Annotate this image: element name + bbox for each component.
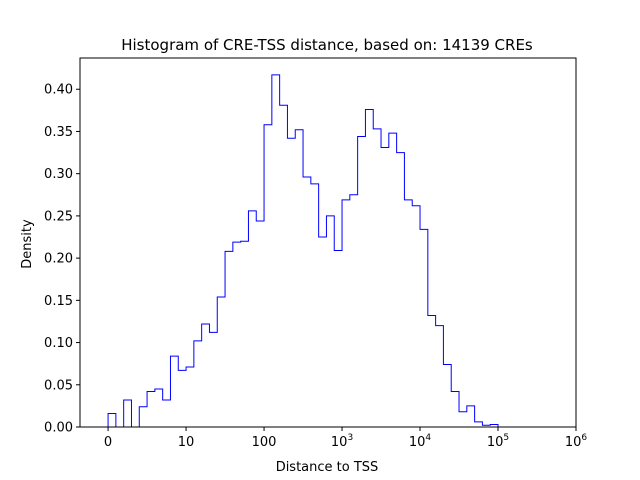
x-axis-ticks: 0 10 100 103 104 105 106 (104, 427, 587, 450)
histogram-bin (451, 392, 459, 427)
x-tick-label: 100 (252, 435, 277, 450)
y-tick-label: 0.20 (44, 252, 73, 267)
y-tick-label: 0.15 (44, 294, 73, 309)
x-axis-label: Distance to TSS (276, 460, 379, 475)
histogram-bin (397, 153, 405, 427)
histogram-bin (404, 200, 412, 427)
histogram-bin (186, 367, 194, 427)
histogram-bin (209, 332, 217, 427)
histogram-bin (233, 242, 241, 427)
y-tick-label: 0.35 (44, 125, 73, 140)
y-axis-ticks: 0.00 0.05 0.10 0.15 0.20 0.25 0.30 0.35 0.40 (44, 83, 80, 436)
histogram-bin (295, 130, 303, 427)
histogram-bin (303, 177, 311, 427)
histogram-bin (420, 229, 428, 427)
histogram-bin (225, 251, 233, 427)
y-tick-label: 0.40 (44, 83, 73, 98)
histogram-bin (241, 241, 249, 427)
histogram-series (107, 74, 499, 428)
histogram-bin (459, 412, 467, 427)
y-tick-label: 0.10 (44, 336, 73, 351)
histogram-bin (178, 370, 186, 427)
histogram-bin (443, 365, 451, 427)
histogram-bin (139, 407, 147, 427)
histogram-bin (280, 105, 288, 427)
histogram-bin (248, 211, 256, 427)
histogram-bin (326, 216, 334, 427)
x-tick-label: 104 (409, 433, 432, 450)
plot-area (107, 74, 499, 428)
x-tick-label: 10 (178, 435, 195, 450)
histogram-bin (350, 195, 358, 427)
histogram-bin (170, 356, 178, 427)
histogram-bin (389, 133, 397, 427)
histogram-bin (272, 75, 280, 427)
histogram-bin (124, 400, 132, 427)
histogram-bin (217, 297, 225, 427)
histogram-bin (475, 422, 483, 427)
x-tick-label: 106 (565, 433, 588, 450)
x-tick-label: 0 (104, 435, 112, 450)
y-axis-label: Density (20, 219, 35, 269)
histogram-bin (428, 316, 436, 427)
y-tick-label: 0.30 (44, 167, 73, 182)
histogram-bin (412, 206, 420, 427)
histogram-bin (342, 200, 350, 427)
histogram-bin (163, 400, 171, 427)
y-tick-label: 0.25 (44, 209, 73, 224)
x-tick-label: 105 (487, 433, 509, 450)
x-tick-label: 103 (331, 433, 353, 450)
histogram-bin (365, 110, 373, 427)
histogram-bin (194, 341, 202, 427)
plot-frame (79, 57, 577, 428)
histogram-bin (108, 413, 116, 427)
histogram-bin (287, 138, 295, 427)
histogram-bin (202, 324, 210, 427)
histogram-bin (256, 221, 264, 427)
chart-title: Histogram of CRE-TSS distance, based on:… (121, 36, 533, 54)
histogram-bin (373, 129, 381, 427)
histogram-bin (319, 237, 327, 427)
histogram-bin (334, 251, 342, 427)
y-tick-label: 0.00 (44, 421, 73, 436)
histogram-bin (147, 392, 155, 427)
histogram-bin (436, 326, 444, 427)
histogram-bin (155, 389, 163, 427)
histogram-bin (358, 137, 366, 427)
y-tick-label: 0.05 (44, 378, 73, 393)
histogram-bin (264, 125, 272, 427)
histogram-bin (467, 406, 475, 427)
histogram-bin (381, 148, 389, 427)
histogram-bin (311, 184, 319, 427)
